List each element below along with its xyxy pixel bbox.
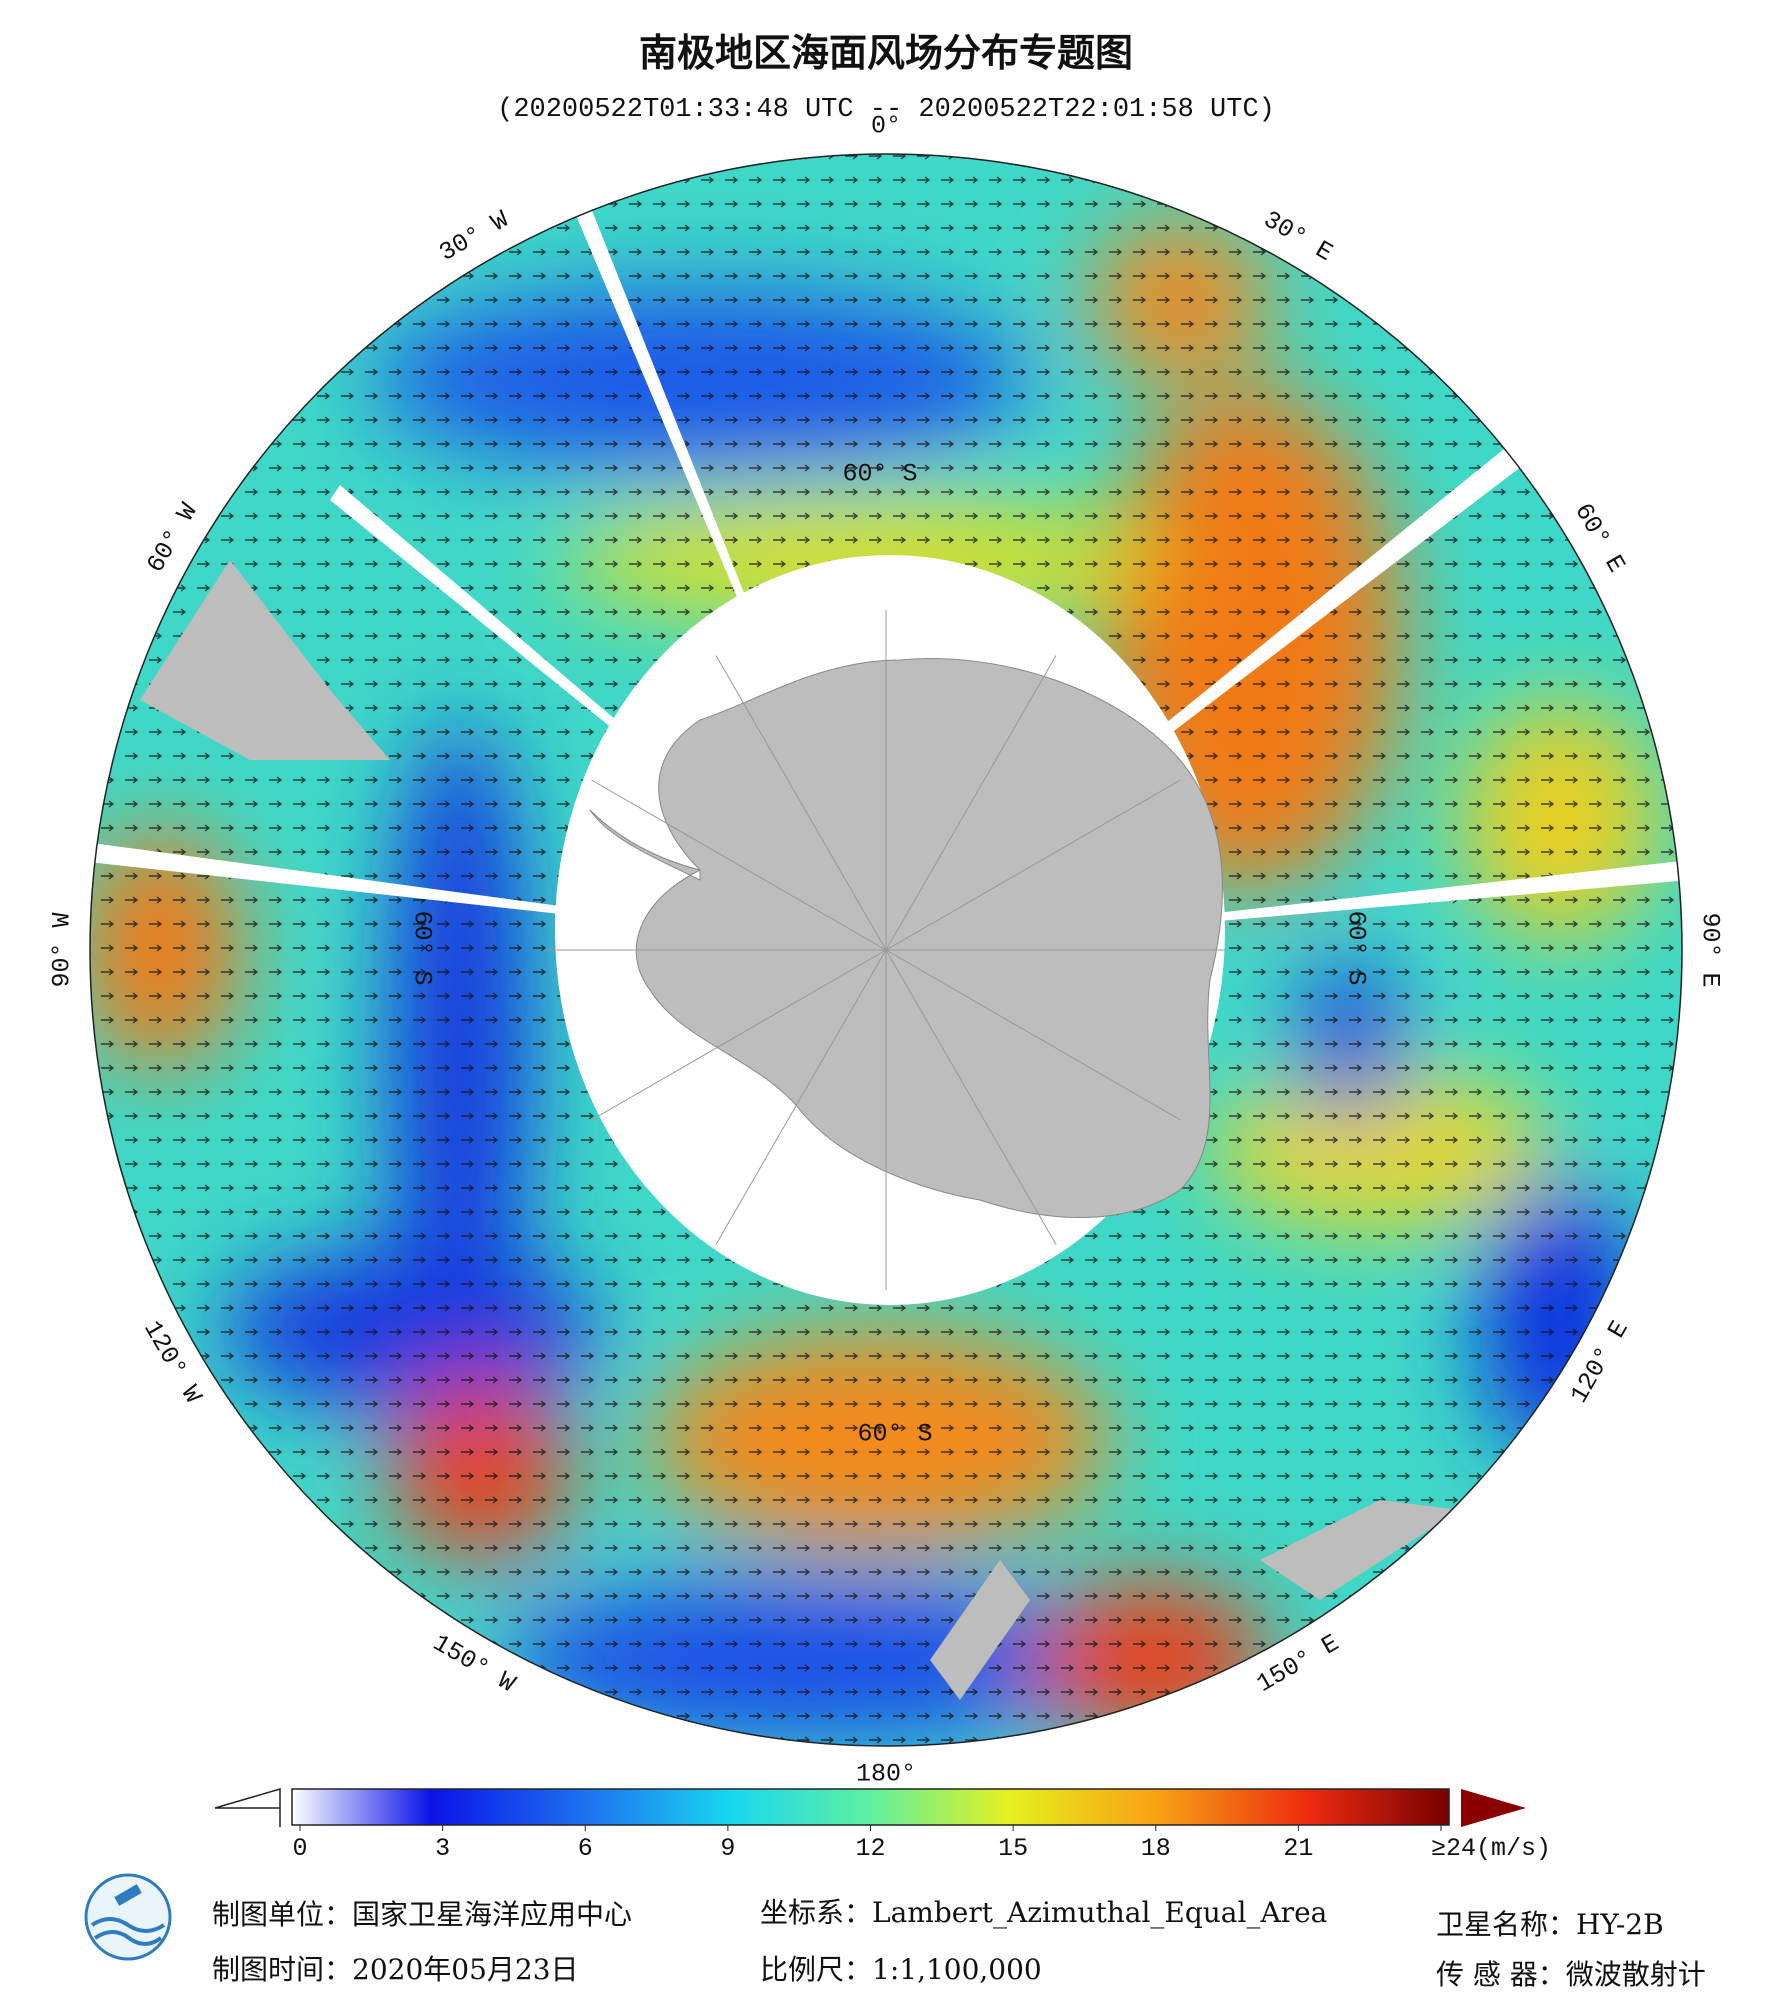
meridian bbox=[715, 655, 887, 951]
logo bbox=[84, 1873, 172, 1961]
meridian bbox=[715, 949, 887, 1245]
latitude-label: 60° S bbox=[1341, 910, 1370, 985]
longitude-label: 180° bbox=[856, 1760, 916, 1789]
sensor: 传 感 器：微波散射计 bbox=[1436, 1958, 1706, 1991]
producer: 制图单位：国家卫星海洋应用中心 bbox=[212, 1898, 632, 1931]
meridian bbox=[591, 779, 887, 951]
latitude-label: 60° S bbox=[857, 1420, 932, 1449]
meridian bbox=[591, 949, 887, 1121]
meridian bbox=[885, 949, 1057, 1245]
longitude-label: 90° W bbox=[48, 912, 77, 987]
colorbar-tick-label: 12 bbox=[855, 1834, 885, 1863]
colorbar-tick-label: 6 bbox=[578, 1834, 593, 1863]
colorbar-tick-label: 18 bbox=[1141, 1834, 1171, 1863]
projection: 坐标系：Lambert_Azimuthal_Equal_Area bbox=[760, 1896, 1327, 1929]
meridian bbox=[885, 949, 1181, 1121]
scale: 比例尺：1:1,100,000 bbox=[760, 1953, 1042, 1986]
colorbar-tick-label: 21 bbox=[1283, 1834, 1313, 1863]
colorbar-tick-label: 15 bbox=[998, 1834, 1028, 1863]
map-date: 制图时间：2020年05月23日 bbox=[212, 1953, 579, 1986]
title: 南极地区海面风场分布专题图 bbox=[639, 31, 1133, 75]
satellite: 卫星名称：HY-2B bbox=[1436, 1908, 1664, 1941]
latitude-label: 60° S bbox=[407, 910, 436, 985]
latitude-label: 60° S bbox=[842, 460, 917, 489]
colorbar-tick-label: 3 bbox=[435, 1834, 450, 1863]
colorbar-tick-label: 9 bbox=[720, 1834, 735, 1863]
subtitle: (20200522T01:33:48 UTC -- 20200522T22:01… bbox=[497, 95, 1275, 125]
colorbar-tick-label: ≥24(m/s) bbox=[1431, 1834, 1551, 1863]
colorbar-under bbox=[214, 1787, 281, 1827]
longitude-label: 90° E bbox=[1695, 912, 1724, 987]
colorbar-tick-label: 0 bbox=[292, 1834, 307, 1863]
colorbar-over bbox=[1461, 1789, 1526, 1827]
graticule bbox=[546, 610, 1226, 1290]
meridian bbox=[885, 655, 1057, 951]
colorbar bbox=[291, 1788, 1450, 1826]
meridian bbox=[885, 779, 1181, 951]
longitude-label: 0° bbox=[871, 112, 901, 141]
